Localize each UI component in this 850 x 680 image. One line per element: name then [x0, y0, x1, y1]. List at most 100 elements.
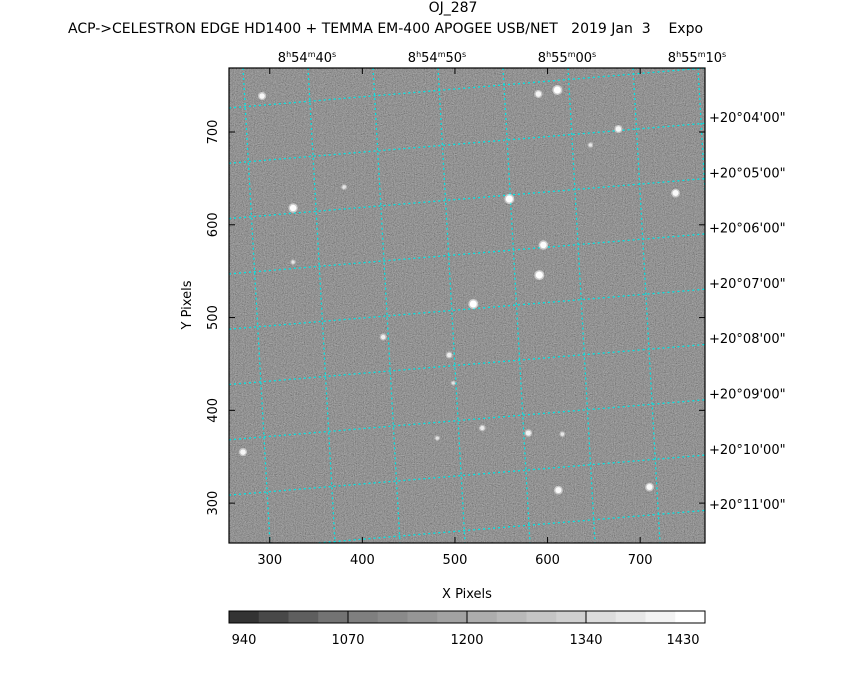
x-tick-label: 600 [535, 553, 560, 568]
ra-label: 8h54m40s [278, 50, 336, 66]
x-tick-label: 300 [257, 553, 282, 568]
star [291, 260, 295, 264]
star [535, 91, 542, 97]
colorbar-swatch [496, 611, 527, 623]
ra-label-part: s [332, 50, 336, 59]
ra-label-part: s [462, 50, 466, 59]
star [672, 190, 679, 197]
ra-label-part: h [546, 50, 551, 59]
ra-label-part: 55 [681, 51, 698, 66]
ra-label-part: m [698, 50, 706, 59]
dec-label: +20°11'00" [709, 498, 786, 513]
x-tick-label: 400 [350, 553, 375, 568]
colorbar: 940 1070 1200 1340 1430 [228, 610, 706, 648]
ra-label: 8h55m10s [668, 50, 726, 66]
dec-label: +20°04'00" [709, 111, 786, 126]
ra-label-part: 8 [538, 51, 546, 66]
star [555, 487, 562, 494]
star [240, 449, 246, 455]
colorbar-swatch [288, 611, 319, 623]
ra-label-part: 00 [575, 51, 592, 66]
ra-label-part: 10 [705, 51, 722, 66]
y-tick-label: 600 [206, 212, 221, 237]
ra-label-part: 54 [421, 51, 438, 66]
plot-title: OJ_287 [428, 0, 478, 16]
dec-label: +20°10'00" [709, 443, 786, 458]
star [289, 204, 297, 212]
ra-label-part: 8 [408, 51, 416, 66]
colorbar-swatch [645, 611, 676, 623]
ra-grid-line [242, 68, 271, 543]
image-background [229, 68, 705, 543]
ra-label-part: 8 [278, 51, 286, 66]
star [451, 381, 455, 385]
ra-label-part: 55 [551, 51, 568, 66]
stars-layer [238, 84, 680, 495]
ra-grid-line [763, 68, 790, 543]
colorbar-label: 1200 [450, 633, 483, 648]
star [380, 334, 386, 340]
star [435, 436, 439, 440]
ra-label-part: h [676, 50, 681, 59]
y-tick-label: 700 [206, 120, 221, 145]
ra-label-part: m [438, 50, 446, 59]
colorbar-swatch [229, 611, 260, 623]
ra-label: 8h54m50s [408, 50, 466, 66]
star [525, 430, 531, 436]
star [505, 195, 513, 203]
colorbar-swatch [586, 611, 617, 623]
ra-label-part: m [568, 50, 576, 59]
ra-label-part: h [286, 50, 291, 59]
y-tick-label: 400 [206, 398, 221, 423]
star [588, 143, 593, 147]
ra-label-part: 54 [291, 51, 308, 66]
colorbar-label: 1430 [666, 633, 699, 648]
star [342, 185, 346, 189]
colorbar-swatch [675, 611, 706, 623]
dec-label: +20°08'00" [709, 332, 786, 347]
y-tick-label: 300 [206, 491, 221, 516]
y-tick-label: 500 [206, 305, 221, 330]
star [480, 425, 485, 431]
x-axis-label: X Pixels [442, 587, 492, 602]
star [259, 93, 265, 99]
colorbar-swatch [467, 611, 498, 623]
dec-label: +20°07'00" [709, 277, 786, 292]
ra-grid-line [632, 68, 661, 543]
star [469, 300, 477, 308]
star [646, 484, 653, 491]
colorbar-swatch [348, 611, 379, 623]
ra-label-part: s [592, 50, 596, 59]
ra-label-part: h [416, 50, 421, 59]
ra-label: 8h55m00s [538, 50, 596, 66]
ra-grid-line [437, 68, 466, 543]
star [446, 352, 452, 358]
ra-grid-line [372, 68, 401, 543]
plot-frame [228, 67, 706, 544]
colorbar-swatch [407, 611, 438, 623]
star [553, 86, 561, 94]
star [540, 241, 547, 249]
star [560, 432, 565, 436]
colorbar-swatch [615, 611, 646, 623]
colorbar-swatch [526, 611, 557, 623]
colorbar-label: 1070 [331, 633, 364, 648]
colorbar-swatch [377, 611, 408, 623]
y-axis-label: Y Pixels [180, 280, 195, 330]
dec-label: +20°06'00" [709, 222, 786, 237]
dec-grid-line [229, 13, 705, 53]
ra-grid-line [307, 68, 336, 543]
star [615, 126, 622, 132]
ra-grid-line [567, 68, 596, 543]
x-tick-label: 500 [443, 553, 468, 568]
plot-subtitle: ACP->CELESTRON EDGE HD1400 + TEMMA EM-40… [68, 21, 704, 37]
colorbar-label: 940 [232, 633, 257, 648]
dec-label: +20°09'00" [709, 388, 786, 403]
ra-label-part: m [308, 50, 316, 59]
colorbar-swatch [258, 611, 289, 623]
star [535, 271, 543, 279]
ra-grid-line [502, 68, 531, 543]
dec-label: +20°05'00" [709, 166, 786, 181]
